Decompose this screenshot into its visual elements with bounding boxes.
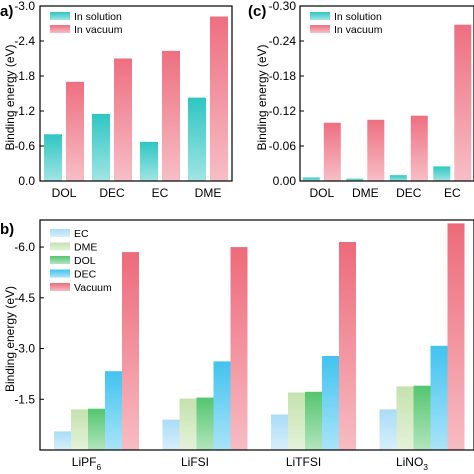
bar-b-dme-litfsi	[288, 392, 305, 450]
y-tick-label-b: -4.5	[14, 291, 35, 305]
axes-frame-b	[39, 219, 474, 451]
y-tick-label-c: -0.18	[269, 69, 297, 83]
y-tick-label-a: -3.0	[14, 0, 35, 13]
bar-c-in-solution-dme	[346, 178, 364, 181]
y-tick-label-c: -0.06	[269, 139, 297, 153]
chart-panel-c: DOL DME DEC EC 0.00 -0.06 -0.12 -0.18 -0.24 -0.30…	[255, 0, 474, 200]
bar-b-dol-litfsi	[305, 391, 322, 450]
bar-a-in-vacuum-dol	[66, 81, 84, 181]
legend-swatch-b	[50, 256, 70, 264]
bar-b-ec-lifsi	[162, 419, 180, 450]
legend-swatch-b	[50, 229, 70, 237]
x-tick-label-b: LiTFSI	[286, 455, 321, 469]
bar-b-vacuum-litfsi	[339, 242, 356, 450]
panel-label-b: b)	[0, 221, 14, 238]
x-tick-label-b: LiFSI	[181, 455, 209, 469]
bar-c-in-vacuum-dec	[410, 115, 428, 181]
panel-label-a: a)	[0, 3, 13, 20]
axes-frame-a	[39, 5, 233, 182]
x-tick-label-c: EC	[444, 186, 461, 200]
y-tick-label-a: -0.6	[14, 139, 35, 153]
bar-c-in-solution-dol	[302, 177, 320, 181]
bar-b-dol-lipf6	[88, 408, 105, 450]
bar-c-in-vacuum-dme	[367, 119, 385, 182]
bar-b-dec-litfsi	[322, 356, 339, 450]
bar-c-in-vacuum-dol	[323, 122, 341, 181]
bar-b-vacuum-lifsi	[230, 247, 248, 450]
y-tick-label-a: 0.0	[18, 174, 35, 188]
bar-a-in-vacuum-ec	[162, 50, 180, 182]
legend-swatch-b	[50, 242, 70, 251]
bar-b-dol-lifsi	[196, 397, 214, 450]
y-axis-label-a: Binding energy (eV)	[3, 44, 17, 150]
x-tick-label-b: LiPF6	[72, 455, 102, 472]
y-tick-label-b: -1.5	[14, 392, 35, 406]
x-tick-label-a: DME	[195, 186, 222, 200]
bar-b-dec-lifsi	[213, 361, 231, 450]
bar-b-ec-lipf6	[54, 431, 71, 450]
legend-label-b: DOL	[74, 255, 96, 267]
x-tick-label-b: LiNO3	[396, 455, 428, 472]
legend-label-c: In solution	[334, 11, 382, 23]
x-tick-label-a: EC	[152, 186, 169, 200]
x-tick-label-c: DEC	[396, 186, 422, 200]
y-tick-label-c: -0.30	[269, 0, 297, 13]
y-tick-label-b: -6.0	[14, 240, 35, 254]
chart-panel-b: LiPF6 LiFSI LiTFSI LiNO3 -1.5 -3.0 -4.5 -6.0 Bin…	[3, 219, 474, 472]
y-tick-label-b: -3.0	[14, 342, 35, 356]
y-tick-label-c: -0.12	[269, 104, 297, 118]
bar-b-dme-lino3	[396, 386, 414, 450]
legend-label-b: DME	[74, 242, 97, 254]
bar-b-dme-lifsi	[179, 398, 197, 450]
x-tick-label-c: DME	[352, 186, 379, 200]
x-tick-label-a: DOL	[52, 186, 77, 200]
y-tick-label-a: -1.8	[14, 69, 35, 83]
bar-a-in-vacuum-dme	[210, 16, 228, 181]
legend-label-c: In vacuum	[334, 24, 383, 36]
bar-b-vacuum-lino3	[447, 223, 465, 450]
y-tick-label-a: -2.4	[14, 34, 35, 48]
y-axis-label-b: Binding energy (eV)	[3, 286, 17, 392]
bar-a-in-vacuum-dec	[114, 58, 132, 181]
x-tick-label-c: DOL	[309, 186, 334, 200]
bar-c-in-solution-dec	[389, 175, 407, 181]
legend-swatch-a	[50, 25, 70, 33]
axes-frame-c	[299, 5, 474, 182]
bar-b-ec-lino3	[379, 409, 397, 450]
bar-a-in-solution-dme	[188, 97, 206, 181]
legend-swatch-a	[50, 12, 70, 20]
legend-label-b: DEC	[74, 269, 97, 281]
chart-panel-a: DOL DEC EC DME 0.0 -0.6 -1.2 -1.8 -2.4 -3.0 Bindin…	[3, 0, 233, 200]
legend-swatch-b	[50, 269, 70, 278]
y-tick-label-c: -0.24	[269, 34, 297, 48]
legend-swatch-c	[310, 12, 330, 20]
bar-c-in-solution-ec	[433, 166, 451, 181]
legend-label-b: EC	[74, 228, 89, 240]
y-tick-label-a: -1.2	[14, 104, 35, 118]
legend-label-a: In solution	[74, 11, 122, 23]
bar-b-dme-lipf6	[71, 409, 88, 450]
panel-label-c: (c)	[248, 3, 266, 20]
bar-a-in-solution-dol	[44, 134, 62, 181]
bar-b-dec-lino3	[430, 345, 448, 450]
legend-label-b: Vacuum	[74, 282, 112, 294]
bar-a-in-solution-dec	[92, 113, 110, 181]
bar-c-in-vacuum-ec	[454, 24, 472, 182]
bar-b-vacuum-lipf6	[122, 252, 139, 450]
y-tick-label-c: 0.00	[273, 174, 297, 188]
bar-b-ec-litfsi	[271, 414, 288, 450]
y-axis-label-c: Binding energy (eV)	[255, 44, 269, 150]
bar-a-in-solution-ec	[140, 141, 158, 181]
legend-label-a: In vacuum	[74, 24, 123, 36]
x-tick-label-a: DEC	[99, 186, 125, 200]
legend-swatch-c	[310, 25, 330, 33]
legend-swatch-b	[50, 283, 70, 291]
bar-b-dec-lipf6	[105, 371, 122, 450]
bar-b-dol-lino3	[413, 385, 431, 450]
